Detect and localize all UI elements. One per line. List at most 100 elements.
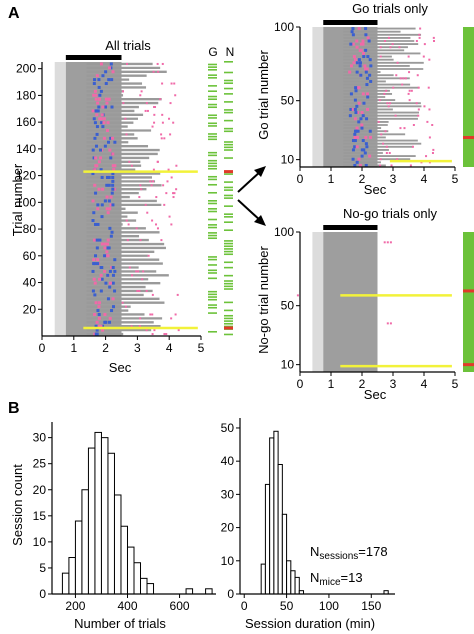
lick-mark	[103, 269, 107, 273]
lick-mark	[94, 324, 98, 328]
reward-lick-mark	[389, 102, 392, 105]
y-tick-label: 20	[221, 521, 235, 535]
lick-mark	[355, 70, 359, 74]
lick-mark	[92, 277, 96, 281]
y-tick-label: 140	[16, 142, 36, 156]
lick-mark	[94, 191, 98, 195]
reward-lick-mark	[122, 90, 125, 93]
lick-mark	[97, 160, 101, 164]
go-trial-tick	[208, 237, 217, 240]
raster-all-trials: 0 1 2 3 4 5 20 40 60 80 100 120 140 160 180 200 All tri…	[10, 38, 234, 375]
go-trial-tick	[208, 74, 217, 76]
lick-mark	[359, 73, 363, 77]
lick-mark	[369, 64, 373, 68]
lick-mark	[105, 195, 109, 199]
go-trial-tick	[208, 77, 217, 79]
nogo-trial-tick	[224, 325, 233, 328]
lick-mark	[357, 157, 361, 161]
lick-mark	[99, 148, 103, 152]
reward-lick-mark	[155, 223, 158, 226]
x-tick-label: 0	[241, 599, 248, 613]
reward-lick-mark	[379, 164, 382, 167]
lick-mark	[355, 45, 359, 49]
lick-mark	[113, 269, 117, 273]
x-tick-label: 0	[297, 377, 304, 391]
lick-mark	[111, 203, 115, 207]
lick-mark	[389, 241, 392, 244]
lick-mark	[105, 129, 109, 132]
lick-mark	[105, 101, 109, 105]
y-tick-label: 10	[221, 554, 235, 568]
lick-mark	[353, 163, 357, 167]
stimulus-pre-band	[312, 27, 324, 167]
reward-lick-mark	[173, 192, 176, 195]
reward-lick-mark	[135, 270, 138, 273]
lick-mark	[104, 281, 108, 285]
hist-bar	[120, 525, 128, 595]
nogo-trial-tick	[224, 288, 233, 290]
reward-lick-mark	[423, 105, 426, 108]
go-trial-tick	[208, 232, 217, 234]
lick-mark	[108, 226, 112, 230]
lick-mark	[101, 328, 105, 332]
raster-all-title: All trials	[105, 38, 151, 53]
lick-mark	[107, 97, 111, 101]
hist-bar	[286, 560, 292, 595]
lick-mark	[113, 289, 117, 293]
reward-lick-mark	[153, 329, 156, 332]
lick-mark	[93, 238, 97, 242]
lick-mark	[96, 258, 100, 262]
reward-lick-mark	[151, 313, 154, 316]
raster-go-title: Go trials only	[352, 1, 428, 16]
lick-mark	[99, 117, 103, 121]
reward-lick-mark	[390, 164, 393, 167]
lick-mark	[111, 164, 115, 168]
lick-mark	[99, 289, 103, 293]
reward-lick-mark	[153, 113, 156, 116]
lick-mark	[358, 61, 362, 65]
stimulus-bar	[323, 20, 378, 25]
nogo-trial-tick	[224, 253, 233, 256]
lick-mark	[95, 320, 99, 324]
lick-mark	[350, 30, 354, 34]
lick-mark	[368, 58, 372, 62]
lick-mark	[106, 121, 110, 125]
go-trial-tick	[208, 106, 217, 109]
go-trial-tick	[208, 178, 217, 181]
y-tick-label: 0	[227, 587, 234, 601]
reward-lick-mark	[168, 117, 171, 120]
lick-mark	[351, 33, 355, 37]
lick-mark	[364, 27, 368, 31]
reward-lick-mark	[145, 329, 148, 332]
lick-mark	[386, 241, 389, 244]
lick-mark	[99, 168, 103, 172]
nogo-trial-tick	[224, 240, 233, 242]
y-tick-label: 30	[221, 487, 235, 501]
lick-mark	[349, 64, 353, 68]
reward-lick-mark	[396, 158, 399, 161]
x-tick-label: 2	[102, 341, 109, 355]
hist-bar	[281, 513, 288, 595]
panel-label-a: A	[8, 5, 20, 22]
lick-mark	[357, 101, 361, 105]
reward-lick-mark	[417, 114, 420, 117]
lick-mark	[111, 152, 115, 156]
reward-lick-mark	[147, 254, 150, 257]
reward-lick-mark	[165, 333, 168, 336]
lick-mark	[97, 97, 101, 101]
raster-all-ylabel: Trial number	[10, 163, 25, 236]
lick-mark	[357, 27, 361, 31]
lick-mark	[101, 125, 105, 129]
hist-bar	[185, 588, 194, 595]
go-trial-tick	[208, 269, 217, 272]
lick-mark	[101, 74, 105, 78]
raster-go-xlabel: Sec	[364, 182, 387, 197]
reward-lick-mark	[175, 188, 178, 191]
x-tick-label: 0	[297, 172, 304, 186]
reward-lick-mark	[140, 90, 143, 93]
hist-bar	[290, 570, 296, 595]
lick-mark	[354, 86, 358, 90]
lick-mark	[364, 67, 368, 71]
nogo-trial-tick	[224, 205, 233, 207]
raster-nogo-trials: 0 1 2 3 4 5 10 50 100 No-go trials only Sec No-g…	[256, 206, 474, 402]
